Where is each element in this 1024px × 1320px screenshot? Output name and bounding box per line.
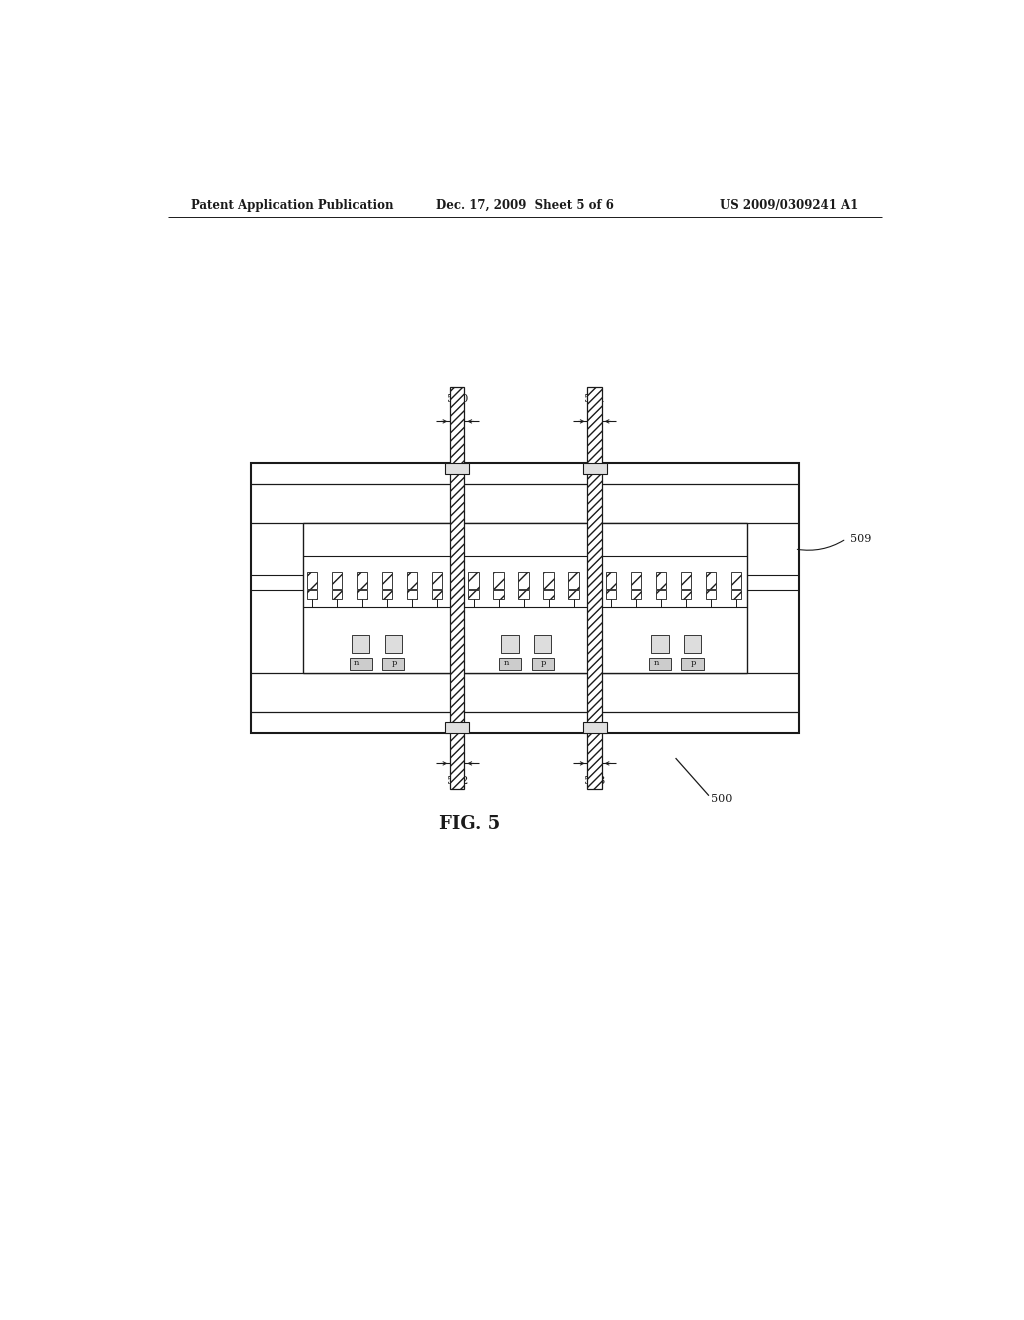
Text: US 2009/0309241 A1: US 2009/0309241 A1	[720, 199, 858, 213]
Bar	[385, 635, 402, 653]
Bar	[681, 590, 691, 599]
Bar	[651, 635, 669, 653]
Bar	[502, 635, 519, 653]
Bar	[534, 635, 551, 653]
Bar	[706, 572, 716, 589]
Text: 513: 513	[584, 776, 605, 787]
Text: n: n	[504, 660, 509, 668]
Bar	[306, 572, 316, 589]
Text: 511: 511	[584, 393, 605, 404]
Bar	[681, 659, 703, 671]
Bar	[451, 387, 465, 788]
Bar	[382, 659, 404, 671]
Bar	[531, 659, 554, 671]
Bar	[431, 590, 442, 599]
Bar	[684, 635, 701, 653]
Bar	[706, 590, 716, 599]
Bar	[431, 572, 442, 589]
Bar	[518, 572, 528, 589]
Bar	[588, 387, 602, 788]
Bar	[494, 572, 504, 589]
Bar	[655, 590, 666, 599]
Bar	[499, 659, 521, 671]
Text: p: p	[690, 660, 696, 668]
Bar	[583, 463, 606, 474]
Text: n: n	[354, 660, 359, 668]
Bar	[356, 590, 367, 599]
Bar	[468, 590, 479, 599]
Bar	[568, 572, 579, 589]
Text: FIG. 5: FIG. 5	[438, 816, 500, 833]
Bar	[568, 590, 579, 599]
Bar	[356, 572, 367, 589]
Bar	[349, 659, 372, 671]
Text: n: n	[653, 660, 658, 668]
Bar	[332, 572, 342, 589]
Text: 509: 509	[850, 533, 871, 544]
Bar	[494, 590, 504, 599]
Bar	[407, 590, 417, 599]
Bar	[731, 572, 741, 589]
Text: Patent Application Publication: Patent Application Publication	[191, 199, 394, 213]
Text: p: p	[391, 660, 396, 668]
Bar	[303, 523, 746, 673]
Bar	[382, 590, 392, 599]
Bar	[518, 590, 528, 599]
Bar	[631, 572, 641, 589]
Bar	[583, 722, 606, 733]
Bar	[655, 572, 666, 589]
Text: p: p	[541, 660, 546, 668]
Bar	[649, 659, 671, 671]
Bar	[606, 572, 616, 589]
Bar	[544, 590, 554, 599]
Text: 512: 512	[446, 776, 468, 787]
Bar	[445, 463, 469, 474]
Bar	[332, 590, 342, 599]
Text: 510: 510	[446, 393, 468, 404]
Bar	[407, 572, 417, 589]
Bar	[681, 572, 691, 589]
Bar	[544, 572, 554, 589]
Bar	[606, 590, 616, 599]
Bar	[251, 463, 799, 733]
Bar	[445, 722, 469, 733]
Bar	[731, 590, 741, 599]
Bar	[306, 590, 316, 599]
Bar	[468, 572, 479, 589]
Bar	[631, 590, 641, 599]
Text: 500: 500	[712, 793, 732, 804]
Bar	[352, 635, 370, 653]
Text: Dec. 17, 2009  Sheet 5 of 6: Dec. 17, 2009 Sheet 5 of 6	[436, 199, 613, 213]
Bar	[382, 572, 392, 589]
